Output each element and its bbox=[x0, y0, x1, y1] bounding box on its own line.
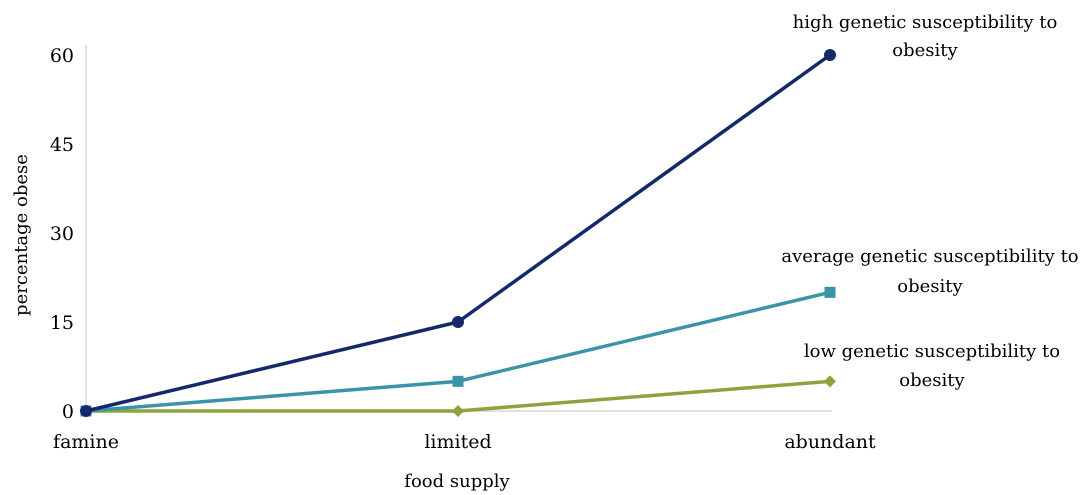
x-axis-title: food supply bbox=[404, 471, 510, 492]
y-tick-labels: 0 15 30 45 60 bbox=[50, 45, 74, 423]
data-point-marker bbox=[80, 405, 92, 417]
x-tick-label: famine bbox=[53, 431, 119, 453]
data-point-marker bbox=[452, 375, 464, 387]
y-axis-title: percentage obese bbox=[11, 154, 32, 316]
y-tick-label: 60 bbox=[50, 45, 74, 67]
series-annotation: high genetic susceptibility to obesity bbox=[793, 12, 1058, 61]
series-annotation-line: low genetic susceptibility to bbox=[804, 341, 1060, 362]
series-annotation: average genetic susceptibility to obesity bbox=[781, 246, 1078, 297]
series-labels: high genetic susceptibility toobesityave… bbox=[781, 12, 1078, 391]
y-tick-label: 15 bbox=[50, 312, 74, 334]
data-point-marker bbox=[824, 49, 836, 61]
x-tick-labels: famine limited abundant bbox=[53, 431, 876, 453]
data-point-marker bbox=[824, 286, 836, 298]
data-point-marker bbox=[452, 316, 464, 328]
series-annotation-line: obesity bbox=[892, 40, 958, 61]
data-point-marker bbox=[824, 375, 836, 388]
series-0 bbox=[80, 49, 836, 417]
y-tick-label: 45 bbox=[50, 134, 74, 156]
series-annotation-line: obesity bbox=[897, 276, 963, 297]
series-annotation-line: average genetic susceptibility to bbox=[781, 246, 1078, 267]
y-axis: 0 15 30 45 60 percentage obese bbox=[11, 45, 87, 423]
x-tick-label: abundant bbox=[784, 431, 876, 453]
series-annotation: low genetic susceptibility to obesity bbox=[804, 341, 1060, 391]
series-line bbox=[84, 53, 832, 413]
series-layer bbox=[80, 49, 836, 417]
data-point-marker bbox=[452, 405, 464, 417]
x-axis: famine limited abundant food supply bbox=[53, 410, 876, 492]
y-tick-label: 0 bbox=[62, 401, 74, 423]
series-1 bbox=[80, 286, 836, 417]
series-annotation-line: high genetic susceptibility to bbox=[793, 12, 1058, 33]
x-tick-label: limited bbox=[424, 431, 491, 453]
series-line bbox=[84, 290, 832, 413]
y-tick-label: 30 bbox=[50, 223, 74, 245]
series-annotation-line: obesity bbox=[899, 370, 965, 391]
